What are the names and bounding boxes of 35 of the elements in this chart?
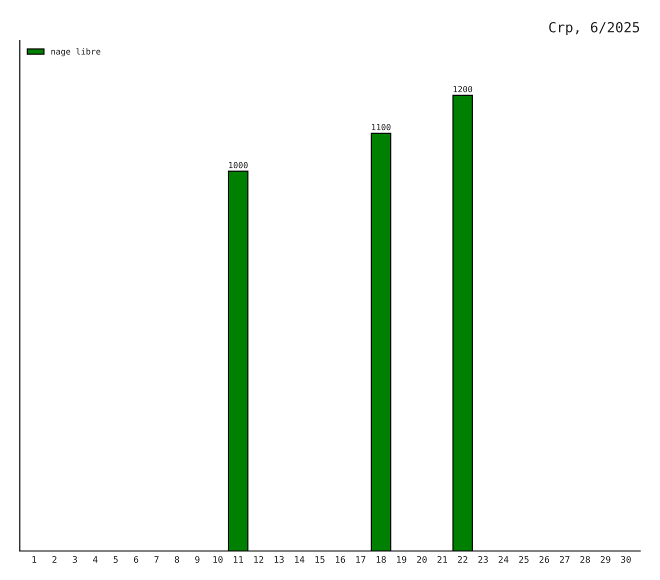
x-tick-label: 11 <box>234 556 243 563</box>
x-tick-label: 22 <box>458 556 468 563</box>
legend-label: nage libre <box>51 48 100 56</box>
x-tick-label: 29 <box>600 556 610 563</box>
x-tick-label: 7 <box>154 556 159 563</box>
x-tick-label: 4 <box>93 556 98 563</box>
x-tick-label: 19 <box>397 556 406 563</box>
x-tick-label: 9 <box>195 556 200 563</box>
x-tick-label: 28 <box>580 556 590 563</box>
x-tick-label: 13 <box>274 556 284 563</box>
x-tick-label: 12 <box>254 556 264 563</box>
x-tick-label: 25 <box>519 556 529 563</box>
x-tick-label: 8 <box>174 556 180 563</box>
x-tick-label: 30 <box>621 556 631 563</box>
x-tick-label: 2 <box>52 556 56 563</box>
x-tick-label: 27 <box>560 556 570 563</box>
x-tick-label: 21 <box>437 556 448 563</box>
x-tick-label: 18 <box>376 556 386 563</box>
x-tick-label: 23 <box>478 556 488 563</box>
x-tick-label: 17 <box>356 556 366 563</box>
x-tick-label: 3 <box>72 556 77 563</box>
x-tick-label: 16 <box>336 556 346 563</box>
x-tick-label: 24 <box>498 556 508 563</box>
x-tick-label: 1 <box>32 556 36 563</box>
x-tick-label: 6 <box>134 556 138 563</box>
data-label: 1200 <box>454 86 472 92</box>
x-tick-label: 26 <box>540 556 550 563</box>
chart-title: Crp, 6/2025 <box>549 22 640 36</box>
x-tick-label: 15 <box>315 556 325 563</box>
data-label: 1100 <box>372 124 391 130</box>
x-tick-label: 5 <box>114 556 118 563</box>
data-label: 1000 <box>229 162 248 168</box>
x-tick-label: 20 <box>417 556 427 563</box>
x-tick-label: 10 <box>213 556 223 563</box>
x-tick-label: 14 <box>295 556 304 563</box>
